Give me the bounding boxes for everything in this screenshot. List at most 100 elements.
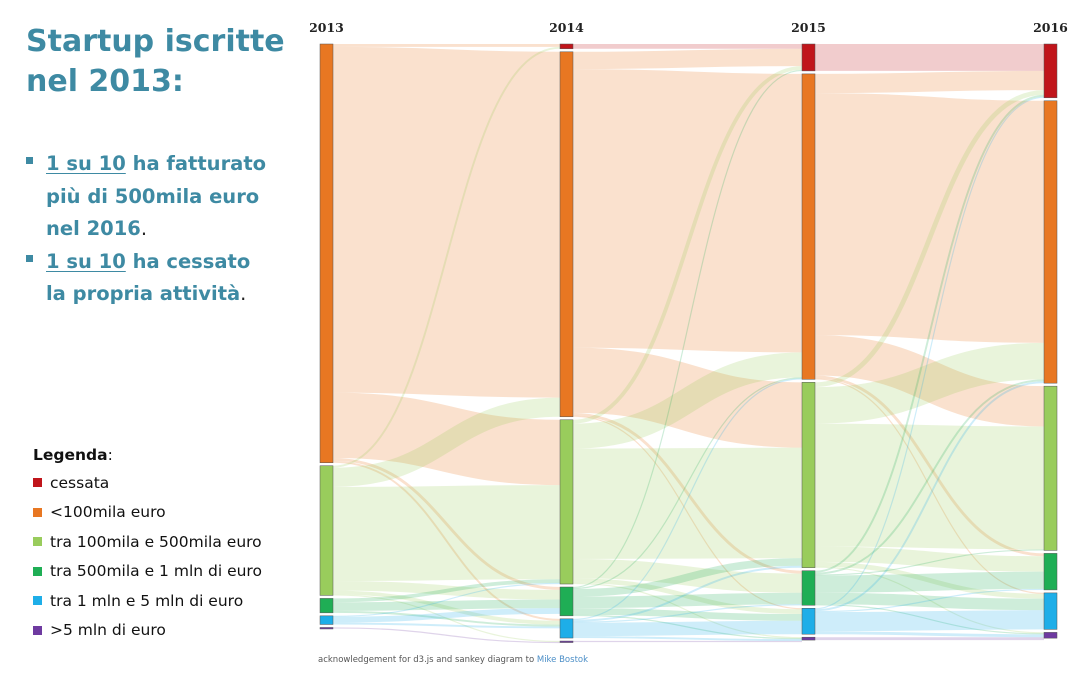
legend-swatch-icon: [33, 507, 42, 517]
legend: Legenda: cessata <100mila euro tra 100mila…: [33, 446, 303, 645]
sankey-link: [572, 608, 803, 621]
sankey-node[interactable]: [801, 73, 816, 380]
sankey-link: [572, 69, 803, 589]
sankey-link: [572, 48, 803, 70]
legend-items: cessata <100mila euro tra 100mila e 500mil…: [33, 468, 303, 645]
sankey-node[interactable]: [1043, 592, 1058, 630]
sankey-node[interactable]: [559, 43, 574, 50]
legend-title-colon: :: [107, 446, 113, 464]
acknowledgement-text: acknowledgement for d3.js and sankey dia…: [318, 655, 537, 665]
bullet-square-icon: [26, 157, 33, 164]
sankey-node[interactable]: [319, 615, 334, 625]
sankey-link: [814, 571, 1045, 593]
sankey-node[interactable]: [801, 636, 816, 641]
sankey-link: [572, 415, 803, 610]
sankey-node[interactable]: [1043, 385, 1058, 551]
legend-item: cessata: [33, 468, 303, 498]
legend-swatch-icon: [33, 596, 42, 606]
sankey-node[interactable]: [319, 43, 334, 464]
legend-swatch-icon: [33, 566, 42, 576]
sankey-node[interactable]: [1043, 553, 1058, 591]
sankey-link: [332, 485, 561, 582]
finding-closed: 1 su 10 ha cessato la propria attività.: [26, 246, 276, 311]
year-label: 2016: [1033, 20, 1068, 35]
sankey-link: [332, 627, 561, 644]
sankey-link: [814, 335, 1045, 427]
sankey-node[interactable]: [1043, 632, 1058, 639]
sankey-node[interactable]: [559, 618, 574, 639]
sankey-link: [332, 582, 561, 617]
sankey-node[interactable]: [1043, 43, 1058, 99]
sankey-link: [814, 70, 1045, 94]
sankey-link: [332, 460, 561, 621]
finding-closed-lead: 1 su 10: [46, 249, 126, 273]
sankey-node[interactable]: [319, 627, 334, 630]
sankey-links: [332, 44, 1045, 644]
sankey-link: [332, 599, 561, 611]
legend-title: Legenda:: [33, 446, 303, 464]
sankey-link: [814, 378, 1045, 594]
legend-item-label: tra 100mila e 500mila euro: [50, 532, 262, 551]
acknowledgement: acknowledgement for d3.js and sankey dia…: [318, 655, 588, 665]
sankey-link: [572, 378, 803, 620]
sankey-link: [572, 592, 803, 609]
sankey-link: [332, 579, 561, 603]
sankey-link: [572, 578, 803, 615]
legend-item-label: <100mila euro: [50, 503, 166, 522]
legend-item-label: >5 mln di euro: [50, 621, 166, 640]
legend-item: tra 500mila e 1 mln di euro: [33, 557, 303, 587]
sankey-link: [814, 561, 1045, 599]
sankey-node[interactable]: [801, 608, 816, 635]
sankey-node[interactable]: [319, 598, 334, 614]
sankey-nodes: [319, 43, 1058, 643]
sankey-link: [572, 559, 803, 593]
legend-swatch-icon: [33, 478, 42, 488]
finding-revenue: 1 su 10 ha fatturato più di 500mila euro…: [26, 148, 276, 246]
author-link[interactable]: Mike Bostok: [536, 655, 589, 665]
sankey-link: [572, 347, 803, 448]
legend-item: tra 100mila e 500mila euro: [33, 527, 303, 557]
sankey-link: [814, 604, 1045, 635]
sankey-link: [572, 412, 803, 574]
sankey-link: [572, 636, 803, 642]
sankey-node[interactable]: [801, 43, 816, 72]
sankey-node[interactable]: [559, 586, 574, 617]
sankey-link: [332, 581, 561, 600]
sankey-link: [814, 631, 1045, 638]
sankey-link: [572, 352, 803, 449]
sankey-link: [814, 381, 1045, 612]
sankey-link: [814, 375, 1045, 557]
headline: Startup iscritte nel 2013:: [26, 22, 296, 102]
sankey-link: [814, 379, 1045, 575]
sankey-node[interactable]: [1043, 100, 1058, 384]
sankey-node[interactable]: [801, 570, 816, 606]
sankey-link: [814, 423, 1045, 550]
headline-line2: nel 2013:: [26, 64, 184, 99]
sankey-link: [814, 94, 1045, 573]
sankey-link: [814, 610, 1045, 632]
sankey-node[interactable]: [559, 419, 574, 585]
finding-closed-text: ha cessato la propria attività: [46, 249, 251, 306]
finding-revenue-period: .: [140, 217, 148, 240]
sankey-node[interactable]: [559, 51, 574, 418]
sankey-node[interactable]: [559, 640, 574, 643]
bullet-square-icon: [26, 254, 33, 262]
legend-item: >5 mln di euro: [33, 616, 303, 646]
legend-item: <100mila euro: [33, 498, 303, 528]
legend-swatch-icon: [33, 625, 42, 635]
sankey-node[interactable]: [801, 382, 816, 568]
legend-item-label: tra 1 mln e 5 mln di euro: [50, 591, 244, 610]
legend-item-label: cessata: [50, 473, 110, 492]
sankey-link: [572, 620, 803, 637]
sankey-link: [572, 66, 803, 424]
sankey-link: [572, 558, 803, 597]
finding-closed-period: .: [240, 282, 247, 305]
sankey-node[interactable]: [319, 465, 334, 596]
key-findings-list: 1 su 10 ha fatturato più di 500mila euro…: [26, 148, 276, 311]
sankey-link: [572, 377, 803, 590]
sankey-link: [572, 614, 803, 640]
sankey-link: [332, 610, 561, 627]
sankey-link: [572, 447, 803, 560]
sankey-link: [814, 342, 1045, 424]
sankey-link: [332, 608, 561, 623]
